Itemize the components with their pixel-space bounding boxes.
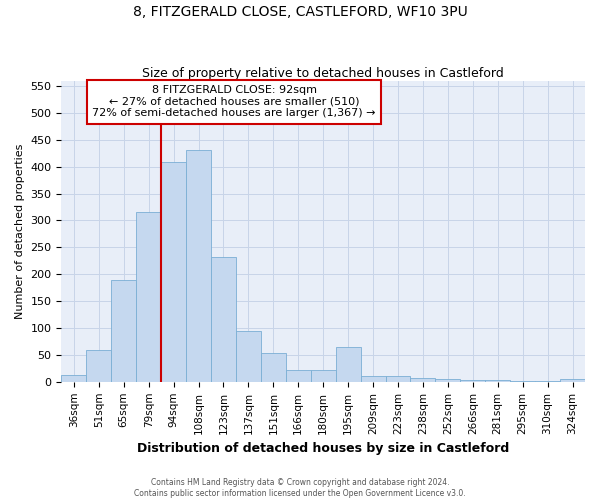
Bar <box>211 256 236 382</box>
Bar <box>311 370 335 382</box>
Title: Size of property relative to detached houses in Castleford: Size of property relative to detached ho… <box>142 66 504 80</box>
Bar <box>136 212 161 382</box>
Bar <box>485 380 510 382</box>
Bar <box>286 370 311 382</box>
Bar <box>410 378 436 382</box>
Bar <box>86 350 111 382</box>
Bar <box>361 376 386 382</box>
Bar <box>111 280 136 382</box>
Bar <box>436 379 460 382</box>
Bar <box>560 379 585 382</box>
Bar <box>386 376 410 382</box>
Bar <box>335 347 361 382</box>
Text: 8 FITZGERALD CLOSE: 92sqm
← 27% of detached houses are smaller (510)
72% of semi: 8 FITZGERALD CLOSE: 92sqm ← 27% of detac… <box>92 85 376 118</box>
Bar <box>161 162 186 382</box>
Y-axis label: Number of detached properties: Number of detached properties <box>15 144 25 319</box>
Bar <box>261 354 286 382</box>
Bar <box>535 380 560 382</box>
Bar <box>61 376 86 382</box>
Bar <box>236 330 261 382</box>
Bar <box>186 150 211 382</box>
X-axis label: Distribution of detached houses by size in Castleford: Distribution of detached houses by size … <box>137 442 509 455</box>
Bar <box>510 380 535 382</box>
Text: 8, FITZGERALD CLOSE, CASTLEFORD, WF10 3PU: 8, FITZGERALD CLOSE, CASTLEFORD, WF10 3P… <box>133 5 467 19</box>
Text: Contains HM Land Registry data © Crown copyright and database right 2024.
Contai: Contains HM Land Registry data © Crown c… <box>134 478 466 498</box>
Bar <box>460 380 485 382</box>
